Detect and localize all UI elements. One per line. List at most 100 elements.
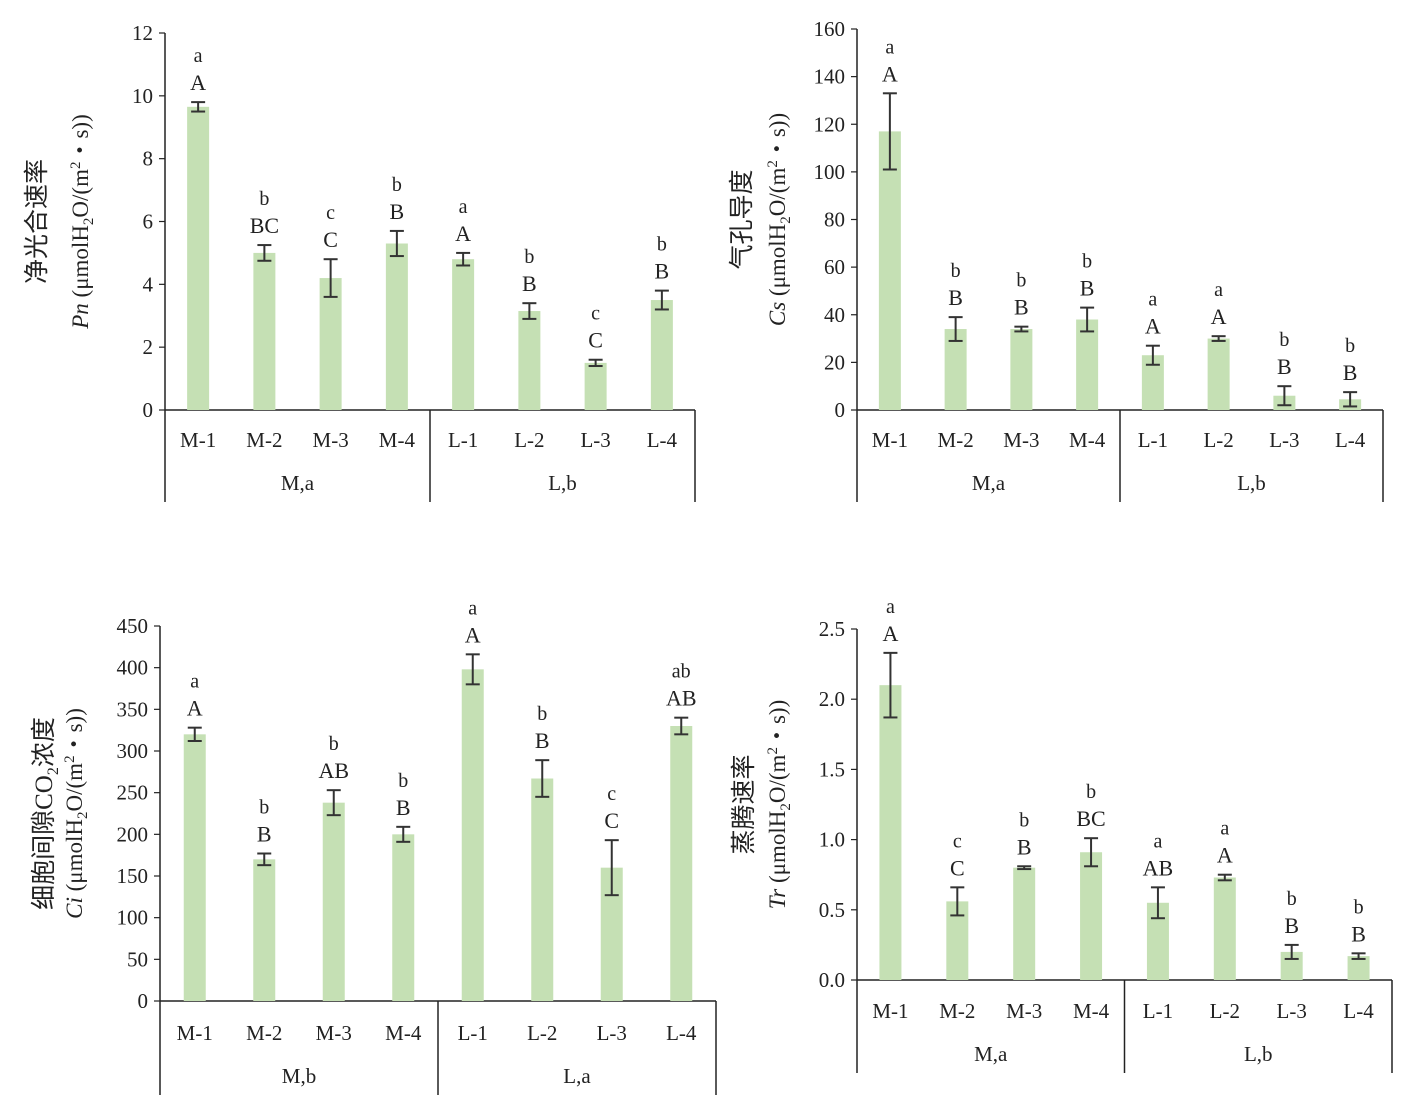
- category-label: M-3: [1003, 428, 1039, 452]
- chart-panel-3: 050100150200250300350400450AaM-1BbM-2ABb…: [30, 597, 717, 1095]
- significance-upper-label: A: [190, 70, 206, 95]
- bar: [187, 106, 210, 411]
- significance-upper-label: C: [950, 855, 965, 880]
- y-axis-label-unit-pre: (μmolH: [68, 225, 93, 297]
- chart-panel-4: 0.0 0.5 1.0 1.5 2.0 2.5 Aa M-1 Cc M-2 Bb M-3 BC b M-4 A…: [730, 596, 1393, 1073]
- significance-lower-label: b: [329, 733, 339, 755]
- y-axis-label-var: Ci: [62, 891, 87, 918]
- category-label: M-4: [1069, 428, 1106, 452]
- y-axis-label-unit-mid: O/(m: [765, 754, 790, 803]
- significance-upper-label: C: [588, 328, 603, 353]
- category-label: L-2: [514, 428, 544, 452]
- significance-lower-label: b: [657, 234, 667, 256]
- y-tick-label: 1.5: [819, 757, 845, 781]
- category-label: L-4: [647, 428, 678, 452]
- bar: [1213, 877, 1236, 980]
- category-label: L-4: [666, 1021, 697, 1045]
- y-tick-label: 8: [143, 147, 154, 171]
- significance-lower-label: b: [1345, 335, 1355, 357]
- y-axis-label-unit-sub: 2: [778, 803, 794, 811]
- significance-lower-label: b: [259, 188, 269, 210]
- bar: [1080, 852, 1103, 980]
- y-tick-label: 0: [835, 398, 846, 422]
- bar: [253, 859, 276, 1001]
- y-axis-label-cn-text: 蒸腾速率: [730, 754, 758, 854]
- category-label: L-2: [1210, 999, 1240, 1023]
- significance-lower-label: c: [607, 783, 616, 805]
- y-tick-label: 400: [117, 656, 149, 680]
- significance-upper-label: B: [1351, 921, 1366, 946]
- significance-upper-label: B: [1014, 295, 1029, 320]
- significance-upper-label: AB: [318, 758, 349, 783]
- category-label: L-1: [458, 1021, 488, 1045]
- significance-upper-label: B: [257, 822, 272, 847]
- bar: [322, 802, 345, 1001]
- significance-upper-label: A: [465, 622, 481, 647]
- significance-lower-label: b: [524, 246, 534, 268]
- y-axis-label-unit-sup: 2: [765, 160, 781, 168]
- y-axis-label-unit-mid: O/(m: [765, 168, 790, 217]
- bar: [385, 243, 408, 410]
- y-axis-label-cn: 蒸腾速率: [730, 754, 758, 854]
- bar: [946, 901, 969, 980]
- significance-lower-label: b: [1287, 888, 1297, 910]
- y-axis-label-unit-post: ・s)): [765, 700, 790, 747]
- category-label: M-4: [1073, 999, 1110, 1023]
- category-label: M-3: [313, 428, 349, 452]
- bar: [183, 734, 206, 1001]
- significance-upper-label: A: [1217, 843, 1233, 868]
- category-label: L-3: [580, 428, 610, 452]
- y-axis-label-cn-sub: 2: [45, 767, 62, 775]
- significance-upper-label: AB: [1143, 855, 1174, 880]
- significance-upper-label: BC: [1076, 806, 1105, 831]
- y-axis-label-unit-mid: O/(m: [68, 169, 93, 218]
- significance-upper-label: BC: [250, 213, 279, 238]
- bar: [650, 300, 673, 410]
- y-axis-label-unit: Pn (μmolH2O/(m2・s)): [68, 114, 97, 330]
- bar: [452, 259, 475, 410]
- y-axis-label-var: Tr: [765, 883, 790, 909]
- bar: [878, 131, 901, 411]
- significance-lower-label: a: [1148, 289, 1157, 311]
- category-label: M-4: [385, 1021, 422, 1045]
- significance-lower-label: b: [537, 703, 547, 725]
- y-axis-label-unit-pre: (μmolH: [765, 811, 790, 883]
- category-label: L-4: [1343, 999, 1374, 1023]
- y-tick-label: 10: [132, 84, 153, 108]
- category-label: M-1: [872, 999, 908, 1023]
- significance-lower-label: c: [591, 303, 600, 325]
- group-label: L,b: [548, 471, 577, 495]
- y-tick-label: 0: [143, 398, 154, 422]
- bar: [1013, 867, 1036, 980]
- y-axis-label-unit: Cs (μmolH2O/(m2・s)): [765, 113, 794, 326]
- category-label: L-2: [1203, 428, 1233, 452]
- category-label: M-1: [180, 428, 216, 452]
- significance-upper-label: A: [882, 61, 898, 86]
- significance-upper-label: B: [522, 271, 537, 296]
- group-label: M,a: [974, 1042, 1008, 1066]
- y-tick-label: 12: [132, 21, 153, 45]
- y-axis-label-unit-pre: (μmolH: [765, 224, 790, 296]
- bar: [1207, 338, 1230, 410]
- y-axis-label-unit-post: ・s)): [765, 113, 790, 160]
- significance-lower-label: c: [953, 830, 962, 852]
- category-label: M-2: [939, 999, 975, 1023]
- bar: [670, 726, 693, 1001]
- group-label: M,b: [282, 1064, 316, 1088]
- y-axis-label-unit-mid: O/(m: [62, 763, 87, 812]
- group-label: L,b: [1237, 471, 1266, 495]
- significance-upper-label: AB: [666, 686, 697, 711]
- y-tick-label: 0.5: [819, 898, 845, 922]
- significance-lower-label: b: [398, 770, 408, 792]
- y-tick-label: 200: [117, 822, 149, 846]
- y-tick-label: 100: [117, 906, 149, 930]
- significance-lower-label: a: [1153, 830, 1162, 852]
- y-axis-label-unit: Tr (μmolH2O/(m2・s)): [765, 700, 794, 909]
- significance-lower-label: b: [392, 174, 402, 196]
- y-axis-label-unit-sub: 2: [75, 811, 91, 819]
- significance-lower-label: b: [259, 797, 269, 819]
- y-axis-label-cn-text: 净光合速率: [23, 159, 51, 284]
- y-axis-label-var: Cs: [765, 296, 790, 326]
- significance-lower-label: a: [885, 36, 894, 58]
- bar: [879, 685, 902, 980]
